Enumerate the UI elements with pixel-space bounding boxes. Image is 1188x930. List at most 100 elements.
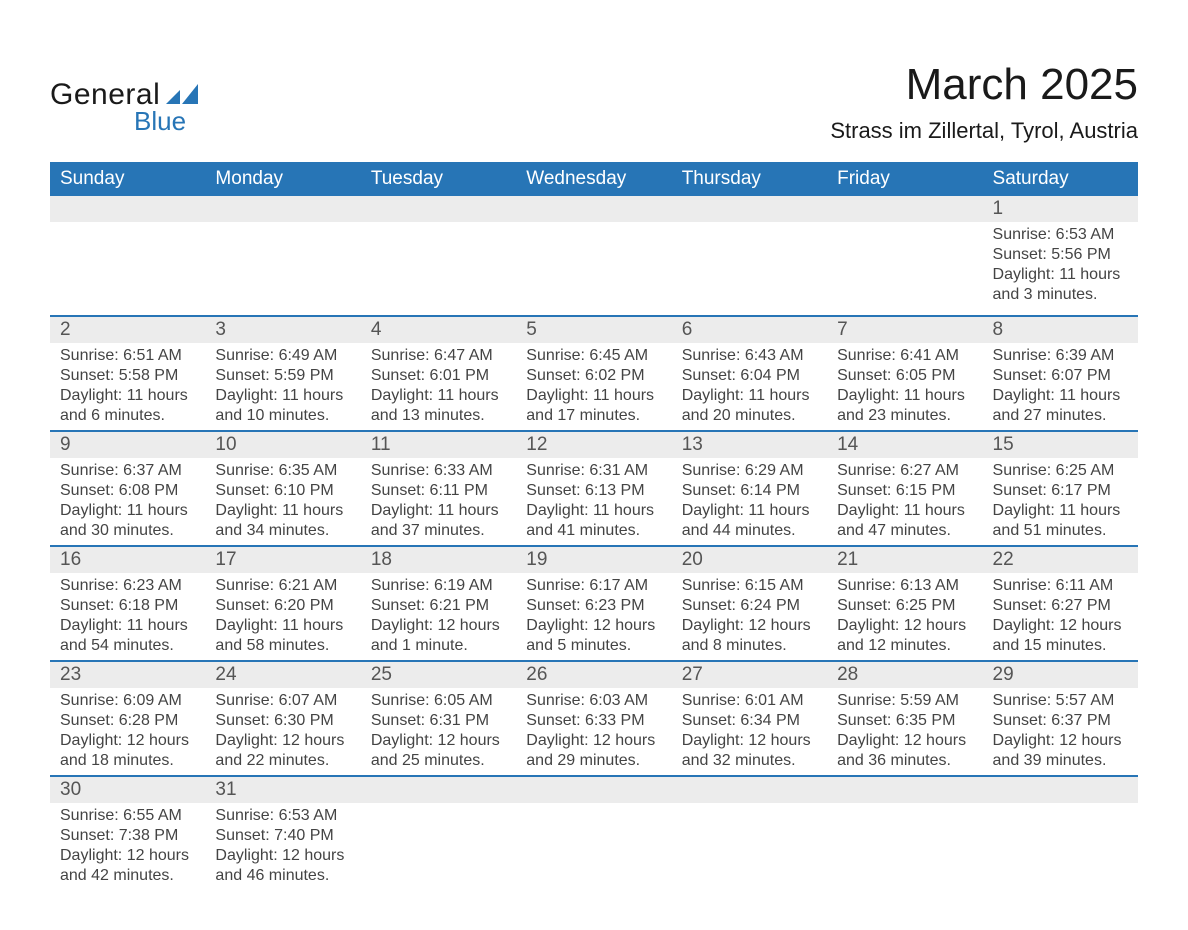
calendar-table: SundayMondayTuesdayWednesdayThursdayFrid…	[50, 162, 1138, 890]
day-detail-cell: Sunrise: 6:07 AMSunset: 6:30 PMDaylight:…	[205, 688, 360, 776]
sunset-text: Sunset: 6:11 PM	[371, 481, 506, 501]
daylight-text: Daylight: 11 hours and 23 minutes.	[837, 386, 972, 426]
sunrise-text: Sunrise: 6:37 AM	[60, 461, 195, 481]
day-number-cell: 5	[516, 316, 671, 343]
calendar-daynum-row: 2345678	[50, 316, 1138, 343]
day-number-cell	[50, 196, 205, 222]
location-subtitle: Strass im Zillertal, Tyrol, Austria	[830, 118, 1138, 144]
sunrise-text: Sunrise: 6:53 AM	[215, 806, 350, 826]
title-block: March 2025 Strass im Zillertal, Tyrol, A…	[830, 60, 1138, 144]
day-number-cell: 28	[827, 661, 982, 688]
sunset-text: Sunset: 6:27 PM	[993, 596, 1128, 616]
weekday-header: Saturday	[983, 162, 1138, 196]
day-detail-cell: Sunrise: 6:49 AMSunset: 5:59 PMDaylight:…	[205, 343, 360, 431]
daylight-text: Daylight: 12 hours and 12 minutes.	[837, 616, 972, 656]
sunrise-text: Sunrise: 6:45 AM	[526, 346, 661, 366]
daylight-text: Daylight: 11 hours and 6 minutes.	[60, 386, 195, 426]
daylight-text: Daylight: 11 hours and 41 minutes.	[526, 501, 661, 541]
day-number-cell: 3	[205, 316, 360, 343]
daylight-text: Daylight: 12 hours and 29 minutes.	[526, 731, 661, 771]
daylight-text: Daylight: 11 hours and 17 minutes.	[526, 386, 661, 426]
sunset-text: Sunset: 6:28 PM	[60, 711, 195, 731]
day-number-cell	[516, 776, 671, 803]
sunrise-text: Sunrise: 6:01 AM	[682, 691, 817, 711]
day-number-cell: 11	[361, 431, 516, 458]
sunset-text: Sunset: 6:25 PM	[837, 596, 972, 616]
daylight-text: Daylight: 12 hours and 36 minutes.	[837, 731, 972, 771]
calendar-detail-row: Sunrise: 6:51 AMSunset: 5:58 PMDaylight:…	[50, 343, 1138, 431]
sunset-text: Sunset: 5:58 PM	[60, 366, 195, 386]
daylight-text: Daylight: 12 hours and 5 minutes.	[526, 616, 661, 656]
day-number-cell	[672, 776, 827, 803]
day-detail-cell: Sunrise: 6:27 AMSunset: 6:15 PMDaylight:…	[827, 458, 982, 546]
sunrise-text: Sunrise: 6:15 AM	[682, 576, 817, 596]
day-detail-cell: Sunrise: 6:55 AMSunset: 7:38 PMDaylight:…	[50, 803, 205, 890]
calendar-detail-row: Sunrise: 6:37 AMSunset: 6:08 PMDaylight:…	[50, 458, 1138, 546]
day-detail-cell: Sunrise: 6:25 AMSunset: 6:17 PMDaylight:…	[983, 458, 1138, 546]
day-detail-cell: Sunrise: 6:51 AMSunset: 5:58 PMDaylight:…	[50, 343, 205, 431]
day-detail-cell	[516, 222, 671, 316]
day-detail-cell: Sunrise: 6:53 AMSunset: 5:56 PMDaylight:…	[983, 222, 1138, 316]
day-detail-cell	[50, 222, 205, 316]
sunrise-text: Sunrise: 6:23 AM	[60, 576, 195, 596]
day-detail-cell: Sunrise: 6:21 AMSunset: 6:20 PMDaylight:…	[205, 573, 360, 661]
daylight-text: Daylight: 11 hours and 3 minutes.	[993, 265, 1128, 305]
logo-triangle-icon	[166, 82, 198, 104]
day-detail-cell: Sunrise: 6:47 AMSunset: 6:01 PMDaylight:…	[361, 343, 516, 431]
sunset-text: Sunset: 6:31 PM	[371, 711, 506, 731]
daylight-text: Daylight: 11 hours and 34 minutes.	[215, 501, 350, 541]
daylight-text: Daylight: 11 hours and 10 minutes.	[215, 386, 350, 426]
sunset-text: Sunset: 6:21 PM	[371, 596, 506, 616]
day-number-cell: 2	[50, 316, 205, 343]
sunset-text: Sunset: 6:23 PM	[526, 596, 661, 616]
calendar-daynum-row: 3031	[50, 776, 1138, 803]
day-number-cell: 1	[983, 196, 1138, 222]
daylight-text: Daylight: 12 hours and 32 minutes.	[682, 731, 817, 771]
day-detail-cell	[361, 222, 516, 316]
day-number-cell: 7	[827, 316, 982, 343]
day-number-cell	[827, 196, 982, 222]
sunset-text: Sunset: 6:18 PM	[60, 596, 195, 616]
day-number-cell	[361, 196, 516, 222]
day-detail-cell: Sunrise: 6:33 AMSunset: 6:11 PMDaylight:…	[361, 458, 516, 546]
sunrise-text: Sunrise: 6:53 AM	[993, 225, 1128, 245]
day-number-cell: 13	[672, 431, 827, 458]
day-detail-cell	[983, 803, 1138, 890]
sunrise-text: Sunrise: 6:47 AM	[371, 346, 506, 366]
sunset-text: Sunset: 6:14 PM	[682, 481, 817, 501]
daylight-text: Daylight: 12 hours and 15 minutes.	[993, 616, 1128, 656]
sunrise-text: Sunrise: 5:57 AM	[993, 691, 1128, 711]
day-number-cell: 25	[361, 661, 516, 688]
day-number-cell: 4	[361, 316, 516, 343]
sunrise-text: Sunrise: 6:55 AM	[60, 806, 195, 826]
daylight-text: Daylight: 12 hours and 22 minutes.	[215, 731, 350, 771]
day-detail-cell: Sunrise: 6:17 AMSunset: 6:23 PMDaylight:…	[516, 573, 671, 661]
day-number-cell: 31	[205, 776, 360, 803]
daylight-text: Daylight: 11 hours and 37 minutes.	[371, 501, 506, 541]
day-detail-cell: Sunrise: 6:05 AMSunset: 6:31 PMDaylight:…	[361, 688, 516, 776]
sunset-text: Sunset: 5:56 PM	[993, 245, 1128, 265]
day-number-cell: 8	[983, 316, 1138, 343]
sunrise-text: Sunrise: 6:29 AM	[682, 461, 817, 481]
sunset-text: Sunset: 6:34 PM	[682, 711, 817, 731]
day-number-cell: 9	[50, 431, 205, 458]
day-number-cell: 22	[983, 546, 1138, 573]
daylight-text: Daylight: 11 hours and 44 minutes.	[682, 501, 817, 541]
day-number-cell: 12	[516, 431, 671, 458]
day-detail-cell: Sunrise: 6:19 AMSunset: 6:21 PMDaylight:…	[361, 573, 516, 661]
day-number-cell: 18	[361, 546, 516, 573]
sunset-text: Sunset: 6:05 PM	[837, 366, 972, 386]
day-number-cell: 14	[827, 431, 982, 458]
daylight-text: Daylight: 11 hours and 30 minutes.	[60, 501, 195, 541]
sunrise-text: Sunrise: 6:49 AM	[215, 346, 350, 366]
day-detail-cell: Sunrise: 6:45 AMSunset: 6:02 PMDaylight:…	[516, 343, 671, 431]
daylight-text: Daylight: 12 hours and 8 minutes.	[682, 616, 817, 656]
sunset-text: Sunset: 6:20 PM	[215, 596, 350, 616]
sunset-text: Sunset: 6:33 PM	[526, 711, 661, 731]
day-number-cell: 27	[672, 661, 827, 688]
day-detail-cell: Sunrise: 5:59 AMSunset: 6:35 PMDaylight:…	[827, 688, 982, 776]
weekday-header: Sunday	[50, 162, 205, 196]
weekday-header: Tuesday	[361, 162, 516, 196]
weekday-header: Monday	[205, 162, 360, 196]
calendar-daynum-row: 1	[50, 196, 1138, 222]
